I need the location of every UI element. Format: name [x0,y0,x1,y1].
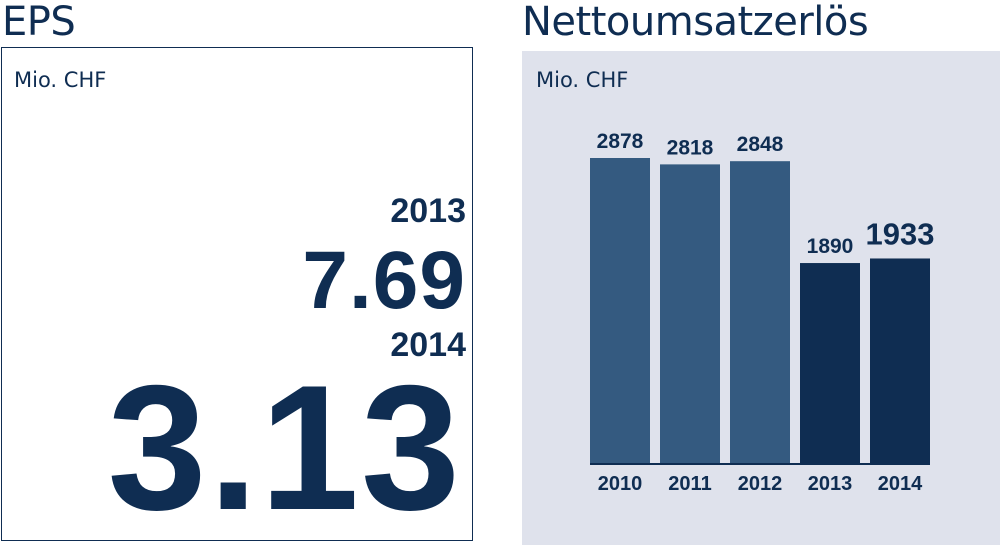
sales-chart-title: Nettoumsatzerlös [522,0,869,45]
data-label-2014: 1933 [866,216,935,251]
eps-year-2014: 2014 [390,326,466,364]
sales-unit-label: Mio. CHF [536,68,629,92]
eps-title: EPS [2,0,76,45]
data-label-2013: 1890 [807,235,854,258]
x-tick-2012: 2012 [738,473,783,495]
eps-panel: Mio. CHF 2013 7.69 2014 3.13 [1,47,473,547]
x-tick-2013: 2013 [808,473,853,495]
data-label-2010: 2878 [597,130,644,153]
x-tick-2014: 2014 [878,473,923,495]
eps-value-2013: 7.69 [302,235,466,326]
eps-value-2014: 3.13 [107,348,462,547]
eps-year-2013: 2013 [390,192,466,230]
data-label-2011: 2818 [667,136,714,159]
sales-bar-chart: 2878 2010 2818 2011 2848 2012 1890 2013 1933 2014 [590,130,935,495]
bar-2013 [800,263,860,464]
bar-2011 [660,164,720,464]
eps-unit-label: Mio. CHF [14,68,107,92]
x-tick-2010: 2010 [598,473,643,495]
bar-2012 [730,161,790,465]
x-tick-2011: 2011 [668,473,711,495]
data-label-2012: 2848 [737,133,784,156]
bar-2014 [870,258,930,464]
bar-2010 [590,158,650,464]
